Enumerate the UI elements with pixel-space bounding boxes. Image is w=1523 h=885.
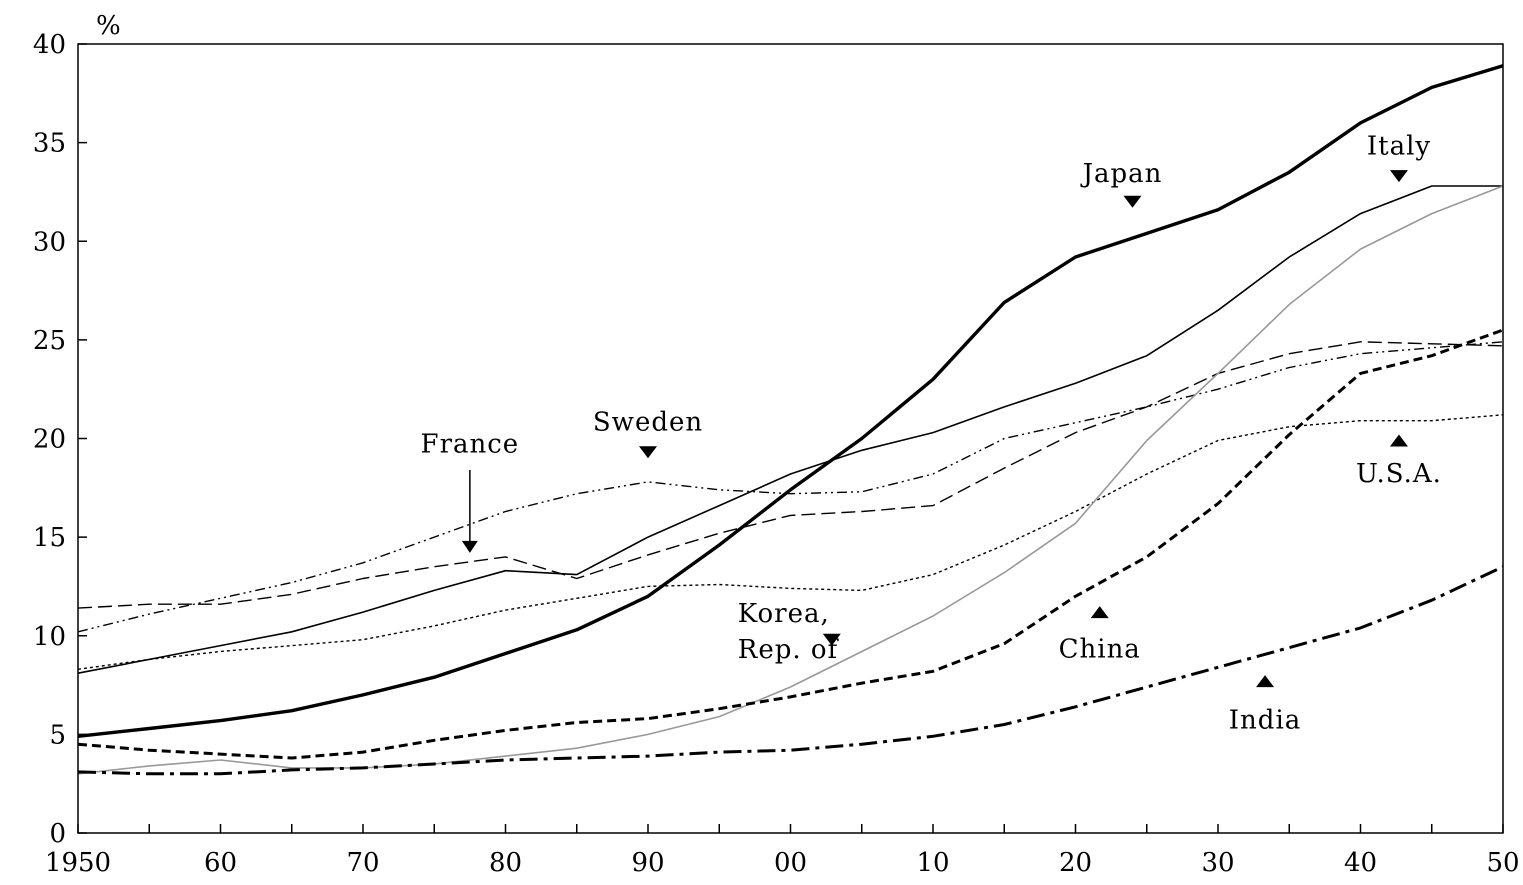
series-line-korea-rep-of xyxy=(77,185,1504,775)
arrowhead-france xyxy=(461,540,478,553)
label-japan: Japan xyxy=(1080,159,1163,189)
marker-china xyxy=(1090,606,1109,619)
marker-india xyxy=(1256,675,1275,688)
y-tick-label-10: 10 xyxy=(33,622,66,652)
marker-u-s-a xyxy=(1389,434,1408,447)
y-tick-label-20: 20 xyxy=(33,425,66,455)
x-tick-label-00: 00 xyxy=(774,848,807,878)
y-unit-label: % xyxy=(96,11,121,41)
series-line-japan xyxy=(77,64,1504,738)
x-tick-label-1950: 1950 xyxy=(45,848,111,878)
label-italy: Italy xyxy=(1367,131,1431,161)
x-tick-label-30: 30 xyxy=(1201,848,1234,878)
series-line-india xyxy=(77,565,1504,776)
series-layer xyxy=(77,64,1504,776)
marker-italy xyxy=(1389,170,1408,183)
x-tick-label-20: 20 xyxy=(1059,848,1092,878)
x-tick-label-80: 80 xyxy=(489,848,522,878)
series-line-china xyxy=(77,328,1504,760)
series-line-sweden xyxy=(77,341,1504,633)
annotations-layer: Japan Italy France Sweden U.S.A. Korea, Rep. o… xyxy=(421,131,1442,735)
marker-sweden xyxy=(639,446,657,459)
label-korea-rep-of-line-1: Korea, xyxy=(738,599,830,629)
marker-korea-rep-of xyxy=(822,633,841,646)
y-tick-label-15: 15 xyxy=(33,523,66,553)
series-line-france xyxy=(77,341,1504,609)
y-tick-label-25: 25 xyxy=(33,326,66,356)
y-tick-label-40: 40 xyxy=(33,30,66,60)
marker-japan xyxy=(1123,195,1142,208)
label-china: China xyxy=(1059,634,1141,664)
y-tick-label-0: 0 xyxy=(49,819,66,849)
axes-layer: 0 5 10 15 20 25 30 35 40 1950 60 70 80 90 00 10 20 30 40 50 xyxy=(33,30,1520,878)
label-india: India xyxy=(1229,705,1301,735)
x-tick-label-50: 50 xyxy=(1486,848,1519,878)
x-tick-label-90: 90 xyxy=(631,848,664,878)
y-tick-label-30: 30 xyxy=(33,227,66,257)
x-tick-label-60: 60 xyxy=(204,848,237,878)
y-tick-label-35: 35 xyxy=(33,129,66,159)
x-tick-label-70: 70 xyxy=(346,848,379,878)
x-tick-label-10: 10 xyxy=(916,848,949,878)
label-sweden: Sweden xyxy=(593,408,703,438)
label-korea-rep-of-line-2: Rep. of xyxy=(738,635,840,665)
label-u-s-a: U.S.A. xyxy=(1356,459,1442,489)
label-france: France xyxy=(421,429,520,459)
y-tick-label-5: 5 xyxy=(49,720,66,750)
series-line-italy xyxy=(77,185,1503,674)
x-tick-label-40: 40 xyxy=(1344,848,1377,878)
